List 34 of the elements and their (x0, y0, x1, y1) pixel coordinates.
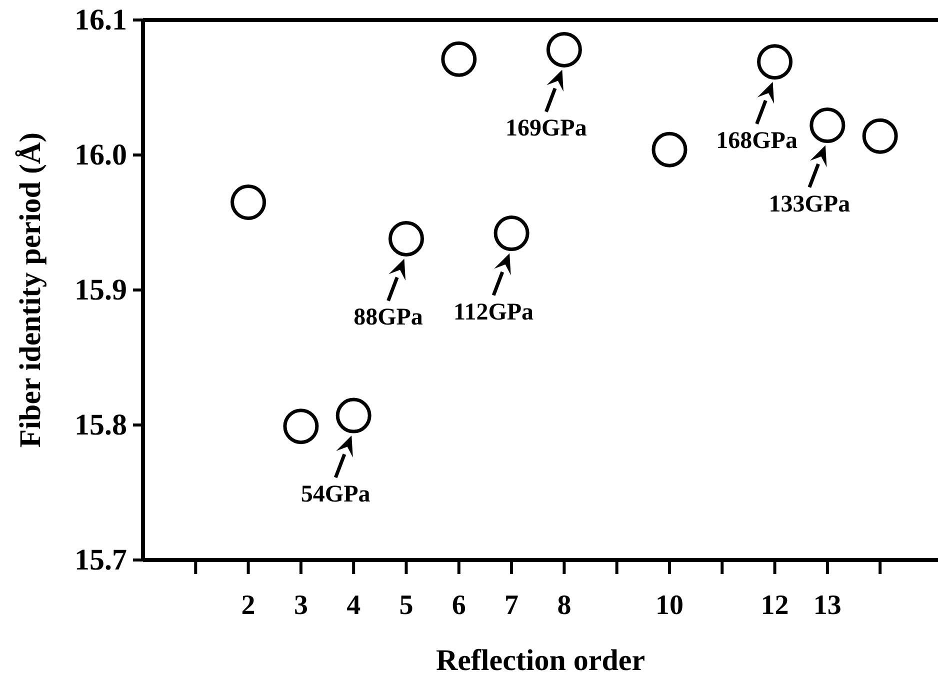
point (336, 398, 372, 434)
point (862, 118, 898, 154)
annotation: 112GPa (454, 299, 534, 326)
annotation: 168GPa (716, 128, 798, 154)
x-axis-title: Reflection order (436, 644, 646, 677)
point (494, 216, 530, 252)
x-tick-label: 13 (813, 590, 842, 621)
point (283, 408, 319, 444)
point (810, 108, 846, 144)
x-tick-label: 2 (241, 590, 256, 621)
point (441, 41, 477, 77)
point (388, 220, 424, 256)
x-tick-label: 4 (346, 590, 361, 621)
point (757, 44, 793, 80)
y-tick-label: 15.9 (74, 274, 127, 307)
annotation: 169GPa (506, 116, 587, 142)
x-tick-label: 12 (760, 590, 789, 621)
y-axis-title: Fiber identity period (Å) (14, 132, 47, 448)
x-tick-label: 3 (294, 590, 308, 621)
x-tick-label: 7 (504, 590, 519, 621)
annotation: 133GPa (768, 191, 850, 218)
point (230, 184, 266, 220)
y-tick-label: 15.8 (74, 408, 127, 442)
annotation: 54GPa (300, 482, 370, 508)
x-tick-label: 5 (399, 590, 414, 621)
y-tick-label: 15.7 (74, 544, 127, 577)
x-tick-label: 8 (557, 590, 572, 621)
point (546, 32, 582, 68)
x-tick-label: 6 (452, 590, 466, 621)
point (652, 132, 688, 168)
annotation: 88GPa (354, 304, 423, 331)
x-tick-label: 10 (655, 590, 684, 621)
y-tick-label: 16.1 (74, 4, 127, 37)
y-tick-label: 16.0 (74, 138, 127, 172)
